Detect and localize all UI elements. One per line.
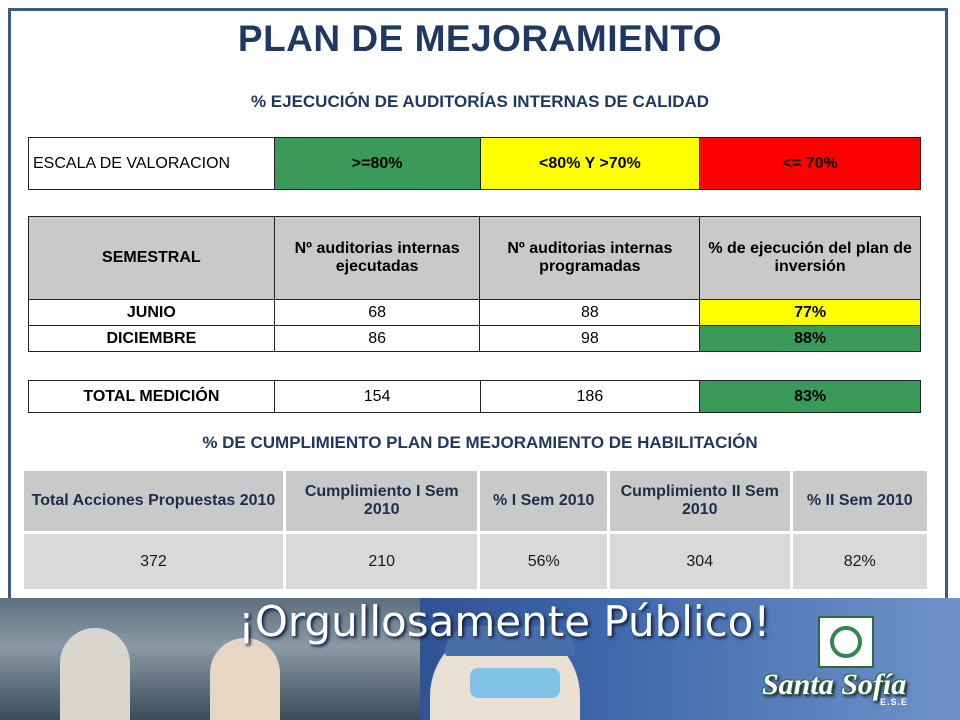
logo-icon: [818, 616, 874, 668]
habilitacion-header-row: Total Acciones Propuestas 2010 Cumplimie…: [21, 468, 931, 534]
row-scheduled: 88: [479, 299, 701, 326]
hospital-photo: [0, 598, 420, 720]
audits-header-row: SEMESTRAL Nº auditorias internas ejecuta…: [28, 216, 921, 300]
habilitacion-subtitle: % DE CUMPLIMIENTO PLAN DE MEJORAMIENTO D…: [202, 433, 758, 452]
value-cumplimiento-1: 210: [282, 531, 481, 592]
scale-level-high: >=80%: [273, 137, 481, 190]
banner-slogan: ¡Orgullosamente Público!: [238, 597, 771, 646]
audits-subtitle: % EJECUCIÓN DE AUDITORÍAS INTERNAS DE CA…: [250, 92, 710, 111]
footer-banner: [0, 598, 960, 720]
total-executed: 154: [273, 380, 481, 413]
page-title: PLAN DE MEJORAMIENTO: [237, 18, 723, 59]
nurse-figure: [60, 628, 130, 720]
logo-subtitle: E.S.E: [880, 697, 909, 707]
header-cumplimiento-1: Cumplimiento I Sem 2010: [282, 468, 481, 534]
patient-figure: [210, 638, 280, 720]
habilitacion-table: Total Acciones Propuestas 2010 Cumplimie…: [21, 468, 931, 592]
logo-name: Santa Sofía: [762, 668, 907, 701]
value-cumplimiento-2: 304: [606, 531, 793, 592]
row-executed: 86: [273, 325, 481, 352]
total-pct: 83%: [699, 380, 921, 413]
row-pct: 88%: [699, 325, 921, 352]
row-period: DICIEMBRE: [28, 325, 275, 352]
table-row: 372 210 56% 304 82%: [21, 531, 931, 592]
scale-table: ESCALA DE VALORACION >=80% <80% Y >70% <…: [28, 137, 921, 190]
surgical-mask: [470, 668, 560, 698]
surgical-cap: [445, 626, 575, 656]
scale-level-mid: <80% Y >70%: [479, 137, 701, 190]
total-table: TOTAL MEDICIÓN 154 186 83%: [28, 380, 921, 413]
row-executed: 68: [273, 299, 481, 326]
header-pct: % de ejecución del plan de inversión: [699, 216, 921, 300]
audits-table: SEMESTRAL Nº auditorias internas ejecuta…: [28, 216, 921, 352]
row-scheduled: 98: [479, 325, 701, 352]
table-row: JUNIO 68 88 77%: [28, 299, 921, 326]
value-pct-1: 56%: [477, 531, 610, 592]
header-scheduled: Nº auditorias internas programadas: [479, 216, 701, 300]
table-row: DICIEMBRE 86 98 88%: [28, 325, 921, 352]
scale-label: ESCALA DE VALORACION: [28, 137, 275, 190]
total-row: TOTAL MEDICIÓN 154 186 83%: [28, 380, 921, 413]
header-executed: Nº auditorias internas ejecutadas: [273, 216, 481, 300]
slide-frame: [8, 8, 948, 708]
value-total-actions: 372: [21, 531, 286, 592]
scale-level-low: <= 70%: [699, 137, 921, 190]
total-scheduled: 186: [479, 380, 701, 413]
header-semestral: SEMESTRAL: [28, 216, 275, 300]
total-label: TOTAL MEDICIÓN: [28, 380, 275, 413]
value-pct-2: 82%: [789, 531, 931, 592]
header-cumplimiento-2: Cumplimiento II Sem 2010: [606, 468, 793, 534]
row-period: JUNIO: [28, 299, 275, 326]
header-total-actions: Total Acciones Propuestas 2010: [21, 468, 286, 534]
row-pct: 77%: [699, 299, 921, 326]
header-pct-2: % II Sem 2010: [789, 468, 931, 534]
header-pct-1: % I Sem 2010: [477, 468, 610, 534]
